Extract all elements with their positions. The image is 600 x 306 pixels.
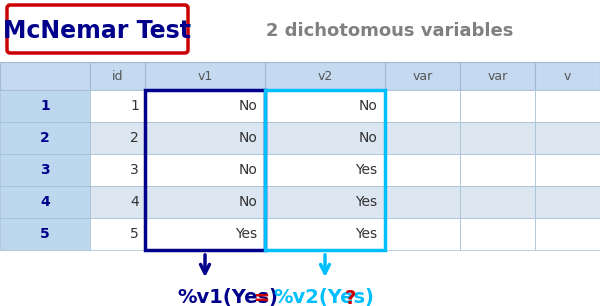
Bar [385, 186, 460, 218]
Bar [0, 154, 90, 186]
Text: No: No [238, 195, 257, 209]
Text: 1: 1 [40, 99, 50, 113]
Bar [0, 62, 90, 90]
Bar [385, 218, 460, 250]
Bar [90, 122, 145, 154]
Bar [0, 90, 90, 122]
Text: 1: 1 [130, 99, 139, 113]
Bar [535, 62, 600, 90]
Text: var: var [412, 69, 433, 83]
Text: No: No [358, 131, 377, 145]
Text: 4: 4 [130, 195, 139, 209]
Bar [0, 122, 90, 154]
Text: 4: 4 [40, 195, 50, 209]
Text: 2: 2 [130, 131, 139, 145]
Bar [265, 62, 385, 90]
Text: No: No [358, 99, 377, 113]
Text: 3: 3 [40, 163, 50, 177]
Text: Yes: Yes [355, 195, 377, 209]
Bar [460, 218, 535, 250]
Bar [90, 186, 145, 218]
Text: ?: ? [344, 289, 356, 306]
Text: =: = [247, 289, 277, 306]
Bar [265, 186, 385, 218]
Text: 5: 5 [40, 227, 50, 241]
Text: No: No [238, 131, 257, 145]
Bar [385, 122, 460, 154]
Bar [145, 62, 265, 90]
Bar [265, 90, 385, 122]
Text: 2: 2 [40, 131, 50, 145]
FancyBboxPatch shape [7, 5, 188, 53]
Text: Yes: Yes [355, 227, 377, 241]
Bar [145, 90, 265, 250]
Bar [145, 154, 265, 186]
Bar [385, 90, 460, 122]
Bar [385, 62, 460, 90]
Bar [265, 154, 385, 186]
Bar [535, 122, 600, 154]
Bar [460, 90, 535, 122]
Bar [0, 218, 90, 250]
Text: v1: v1 [197, 69, 212, 83]
Text: Yes: Yes [355, 163, 377, 177]
Bar [265, 218, 385, 250]
Bar [265, 90, 385, 250]
Text: 2 dichotomous variables: 2 dichotomous variables [266, 22, 514, 40]
Text: v: v [564, 69, 571, 83]
Bar [90, 90, 145, 122]
Text: %v1(Yes): %v1(Yes) [177, 289, 278, 306]
Bar [460, 122, 535, 154]
Bar [0, 186, 90, 218]
Text: No: No [238, 99, 257, 113]
Text: v2: v2 [317, 69, 332, 83]
Bar [145, 90, 265, 122]
Bar [460, 186, 535, 218]
Bar [535, 154, 600, 186]
Text: Yes: Yes [235, 227, 257, 241]
Bar [145, 122, 265, 154]
Text: %v2(Yes): %v2(Yes) [274, 289, 374, 306]
Text: 5: 5 [130, 227, 139, 241]
Text: id: id [112, 69, 123, 83]
Text: 3: 3 [130, 163, 139, 177]
Bar [535, 218, 600, 250]
Bar [460, 62, 535, 90]
Bar [535, 90, 600, 122]
Bar [385, 154, 460, 186]
Bar [145, 218, 265, 250]
Text: var: var [487, 69, 508, 83]
Bar [90, 154, 145, 186]
Bar [90, 62, 145, 90]
Bar [145, 186, 265, 218]
Bar [535, 186, 600, 218]
Bar [460, 154, 535, 186]
Text: McNemar Test: McNemar Test [3, 19, 191, 43]
Bar [90, 218, 145, 250]
Bar [265, 122, 385, 154]
Text: No: No [238, 163, 257, 177]
